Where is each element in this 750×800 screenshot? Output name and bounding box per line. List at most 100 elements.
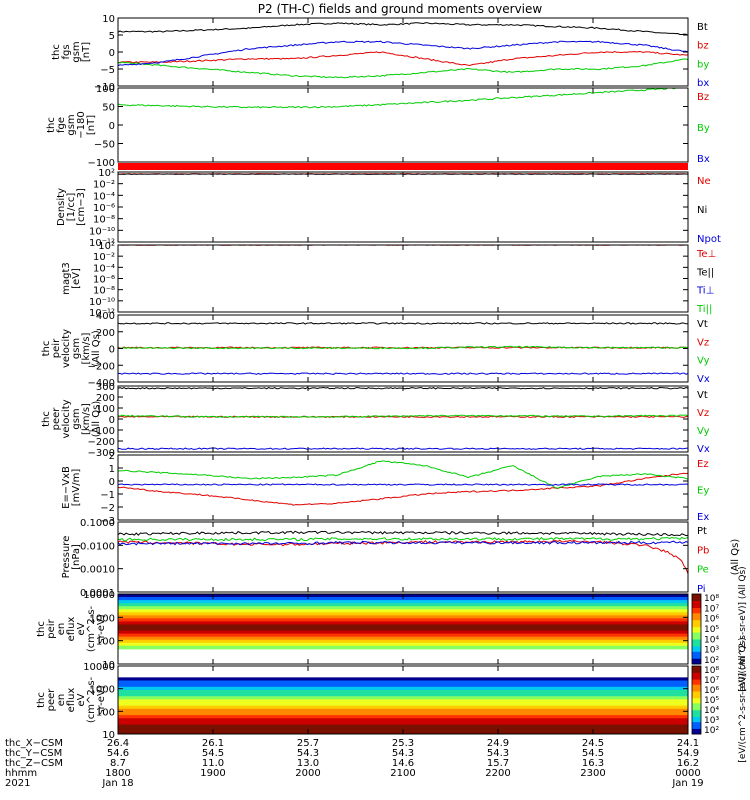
colorbar-segment	[692, 700, 701, 703]
heatmap-row	[118, 683, 688, 688]
x-tick-label: 14.6	[392, 758, 414, 769]
y-tick-label: 10⁻⁴	[93, 263, 115, 274]
heatmap-row	[118, 686, 688, 691]
y-axis-label: (cm^2-s-	[86, 605, 97, 652]
colorbar-segment	[692, 643, 701, 646]
series-line-pe	[117, 536, 689, 542]
y-tick-label: 10⁻⁶	[93, 275, 115, 286]
y-tick-label: 200	[96, 328, 115, 339]
colorbar-segment	[692, 620, 701, 623]
heatmap-row	[118, 642, 688, 647]
x-tick-label: 54.3	[392, 748, 414, 759]
x-tick-label: 15.7	[487, 758, 509, 769]
colorbar-segment	[692, 679, 701, 682]
heatmap-row	[118, 708, 688, 713]
colorbar-segment	[692, 666, 701, 669]
x-row-label: thc_X−CSM	[5, 738, 63, 749]
y-axis-label: (All Qs)	[91, 330, 102, 367]
legend-item-ey: Ey	[697, 486, 709, 497]
heatmap-row	[118, 721, 688, 726]
colorbar-segment	[692, 671, 701, 674]
x-tick-label: 54.5	[582, 748, 604, 759]
colorbar-frame	[691, 665, 702, 735]
y-tick-label: 1	[109, 464, 115, 475]
x-tick-label: 25.3	[392, 738, 414, 749]
legend-item-vx: Vx	[697, 444, 710, 455]
heatmap-row	[118, 645, 688, 650]
x-tick-label: 25.7	[297, 738, 319, 749]
y-tick-label: −5	[100, 65, 115, 76]
legend-item-by: by	[697, 59, 709, 70]
colorbar-segment	[692, 604, 701, 607]
colorbar-segment	[692, 676, 701, 679]
x-tick-label: 54.6	[107, 748, 129, 759]
legend-item-bx: Bx	[697, 154, 710, 165]
y-axis-label: Pressure	[61, 536, 72, 579]
series-line-by	[117, 58, 689, 79]
colorbar-segment	[692, 630, 701, 633]
y-axis-label: velocity	[61, 399, 72, 438]
y-tick-label: 10⁻⁸	[93, 286, 115, 297]
legend-item-bx: bx	[697, 78, 709, 89]
colorbar-segment	[692, 644, 701, 647]
colorbar-segment	[692, 608, 701, 611]
heatmap-row	[118, 677, 688, 682]
colorbar-tick-label: 10⁵	[704, 696, 719, 706]
colorbar-segment	[692, 632, 701, 635]
legend-item-ez: Ez	[697, 459, 709, 470]
legend-item-ti: Ti⊥	[696, 286, 714, 297]
x-tick-label: 54.3	[297, 748, 319, 759]
x-tick-label: 54.9	[677, 748, 699, 759]
y-tick-label: 10⁻¹⁰	[89, 297, 115, 308]
series-line-pi	[117, 540, 689, 546]
colorbar-segment	[692, 594, 701, 597]
y-axis-label: [nPa]	[71, 544, 82, 570]
y-tick-label: 10	[102, 660, 115, 671]
colorbar-segment	[692, 703, 701, 706]
y-axis-label: velocity	[61, 329, 72, 368]
legend-item-pb: Pb	[697, 545, 709, 556]
heatmap-row	[118, 696, 688, 700]
colorbar-segment	[692, 672, 701, 675]
colorbar-segment	[692, 722, 701, 725]
heatmap-row	[118, 699, 688, 704]
y-axis-label: Density	[56, 188, 67, 226]
colorbar-segment	[692, 623, 701, 626]
colorbar-segment	[692, 651, 701, 654]
heatmap-row	[118, 600, 688, 604]
y-tick-label: −300	[88, 448, 115, 459]
y-tick-label: 50	[102, 103, 115, 114]
x-tick-label: 16.2	[677, 758, 699, 769]
x-row-label: thc_Z−CSM	[5, 758, 63, 769]
y-tick-label: 10²	[98, 168, 115, 179]
colorbar-segment	[692, 701, 701, 704]
x-tick-label: 54.3	[487, 748, 509, 759]
y-tick-label: 0	[109, 415, 115, 426]
y-axis-label: [nT]	[86, 115, 97, 135]
legend-item-pe: Pe	[697, 565, 709, 576]
y-axis-label: fge	[56, 117, 67, 133]
colorbar-segment	[692, 691, 701, 694]
colorbar-tick-label: 10²	[704, 726, 719, 736]
colorbar-segment	[692, 637, 701, 640]
x-row-label: 2021	[5, 778, 30, 789]
heatmap-row	[118, 618, 688, 622]
x-tick-label: 24.1	[677, 738, 699, 749]
colorbar-tick-label: 10⁷	[704, 676, 719, 686]
y-tick-label: 100	[96, 707, 115, 718]
panel-1: 10 5 0 −5 −10 thc fgs gsm [nT] Bt bz by bx	[51, 14, 709, 93]
heatmap-row	[118, 724, 688, 729]
y-tick-label: 10⁻⁴	[93, 191, 115, 202]
colorbar-segment	[692, 694, 701, 698]
colorbar-segment	[692, 677, 701, 681]
y-axis-label: eflux	[66, 688, 77, 713]
series-line-pb	[117, 539, 689, 574]
y-tick-label: −100	[88, 158, 115, 169]
legend-item-ex: Ex	[697, 512, 709, 523]
y-axis-label: peer	[46, 688, 57, 712]
legend-item-vz: Vz	[697, 408, 709, 419]
